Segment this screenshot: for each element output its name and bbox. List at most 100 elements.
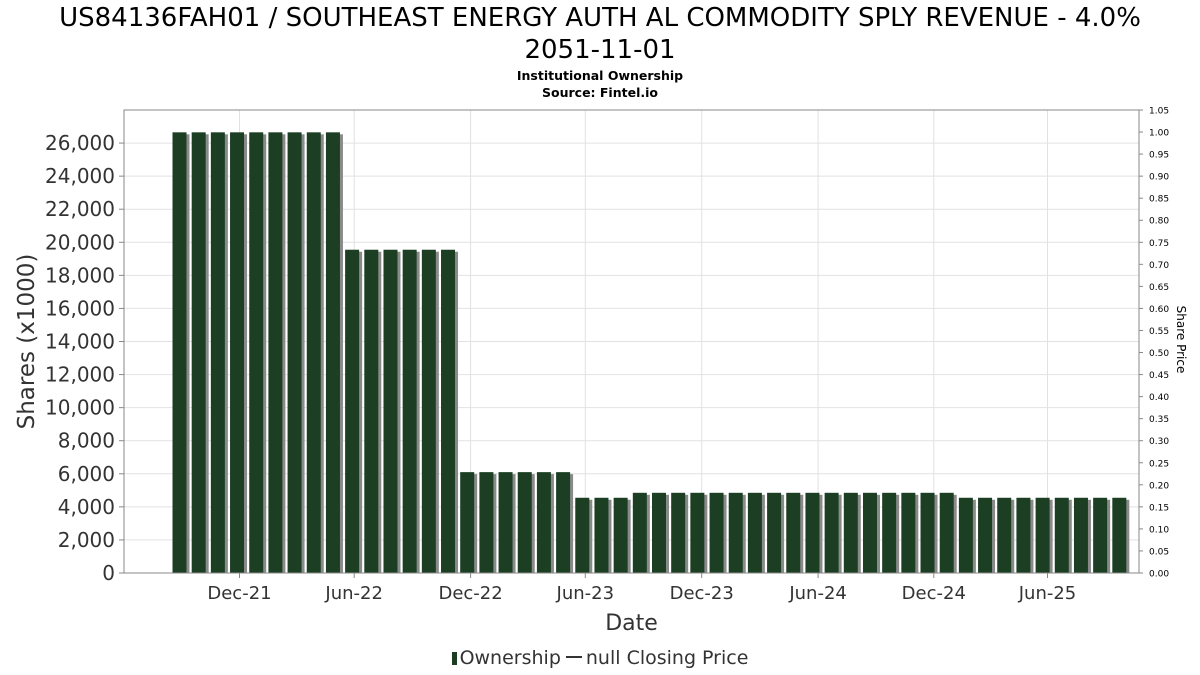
bar [1112,497,1127,573]
bar [1073,497,1088,573]
y2-tick-label: 0.15 [1149,503,1169,513]
bar [939,492,954,573]
x-tick-label: Dec-22 [438,583,502,604]
bar [498,472,513,573]
bar [709,492,724,573]
legend-price-swatch [565,656,582,658]
bar [805,492,820,573]
bar [613,497,628,573]
bar [652,492,666,573]
bar [172,132,187,573]
y-tick-label: 26,000 [45,131,115,155]
y-tick-label: 0 [102,561,115,585]
x-axis-label: Date [605,611,658,636]
bar [460,472,475,573]
bar [690,492,705,573]
bar [345,249,360,573]
y2-tick-label: 0.85 [1149,195,1169,205]
x-tick-label: Jun-24 [788,583,847,604]
x-tick-label: Dec-24 [902,583,966,604]
bar [536,472,551,573]
y2-tick-label: 0.45 [1149,371,1169,381]
bar [441,249,456,573]
y2-tick-label: 0.90 [1149,173,1169,183]
bar [978,497,993,573]
legend-ownership-label: Ownership [459,647,561,669]
bar [901,492,916,573]
bar [402,249,417,573]
y-axis-label: Shares (x1000) [14,254,40,430]
bar [249,132,264,573]
x-tick-label: Jun-25 [1018,583,1077,604]
y2-tick-label: 0.65 [1149,283,1169,293]
y2-tick-label: 0.25 [1149,459,1169,469]
y2-tick-label: 0.70 [1149,261,1169,271]
y2-tick-label: 0.50 [1149,349,1169,359]
y2-axis-label: Share Price [1174,306,1188,374]
bar [862,492,877,573]
x-tick-label: Dec-23 [670,583,734,604]
bar [306,132,321,573]
bar [575,497,590,573]
y2-tick-label: 0.95 [1149,151,1169,161]
y2-tick-label: 0.30 [1149,437,1169,447]
y-tick-label: 6,000 [58,462,115,486]
y2-tick-label: 0.20 [1149,481,1169,491]
y2-tick-label: 0.00 [1149,570,1169,580]
x-tick-label: Dec-21 [207,583,271,604]
y2-tick-label: 0.55 [1149,327,1169,337]
bar [287,132,302,573]
bar [767,492,782,573]
y2-tick-label: 1.00 [1149,129,1169,139]
bar [747,492,762,573]
bar-series-ownership [172,132,1130,573]
y-tick-label: 2,000 [58,528,115,552]
y-tick-label: 10,000 [45,396,115,420]
bar [421,249,436,573]
y2-tick-label: 0.80 [1149,217,1169,227]
chart-title-line2: 2051-11-01 [524,35,676,65]
y2-tick-label: 1.05 [1149,107,1169,117]
y2-axis-ticks: 0.00 0.05 0.10 0.15 0.20 0.25 0.30 0.35 0.40 0.45… [1139,107,1169,580]
bar [1016,497,1031,573]
bar [556,472,571,573]
bar [997,497,1012,573]
bar [325,132,340,573]
bar [882,492,897,573]
y2-tick-label: 0.05 [1149,547,1169,557]
y-axis-ticks: 0 2,000 4,000 6,000 8,000 10,000 12,000 14,000 1… [45,131,124,585]
chart-source: Source: Fintel.io [542,85,658,100]
bar [210,132,225,573]
bar [958,497,973,573]
bar [364,249,379,573]
y2-tick-label: 0.10 [1149,525,1169,535]
chart-title: US84136FAH01 / SOUTHEAST ENERGY AUTH AL … [59,3,1141,33]
legend-ownership-swatch [451,652,457,665]
bar [1054,497,1069,573]
bar [632,492,647,573]
y2-tick-label: 0.60 [1149,305,1169,315]
y2-tick-label: 0.40 [1149,393,1169,403]
y2-tick-label: 0.35 [1149,415,1169,425]
bar [843,492,858,573]
bar [824,492,839,573]
x-axis-ticks: Dec-21 Jun-22 Dec-22 Jun-23 Dec-23 Jun-24 Dec-… [207,573,1076,604]
bar [671,492,686,573]
x-tick-label: Jun-23 [556,583,615,604]
y-tick-label: 16,000 [45,296,115,320]
bar [191,132,206,573]
bar [230,132,245,573]
y-tick-label: 8,000 [58,429,115,453]
bar [728,492,743,573]
bar [920,492,935,573]
bar [383,249,398,573]
bar [786,492,801,573]
legend: Ownership null Closing Price [0,647,1200,669]
y-tick-label: 4,000 [58,495,115,519]
x-tick-label: Jun-22 [324,583,383,604]
bar [517,472,532,573]
y-tick-label: 24,000 [45,164,115,188]
bar [479,472,494,573]
legend-price-label: null Closing Price [585,647,749,669]
